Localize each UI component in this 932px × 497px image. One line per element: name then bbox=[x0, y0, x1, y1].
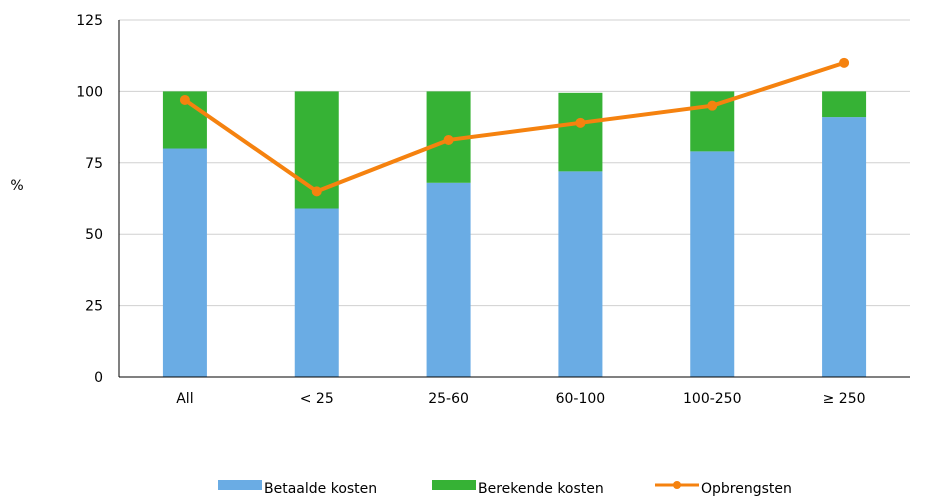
y-axis-label: % bbox=[10, 178, 23, 194]
line-series bbox=[179, 57, 850, 197]
legend-label: Berekende kosten bbox=[478, 481, 604, 497]
y-tick-label: 125 bbox=[76, 13, 103, 29]
bar-betaalde-kosten bbox=[558, 171, 603, 377]
line-point bbox=[311, 186, 322, 197]
y-tick-label: 0 bbox=[94, 370, 103, 386]
bar-betaalde-kosten bbox=[294, 208, 339, 377]
legend-marker bbox=[673, 481, 681, 489]
line-point bbox=[575, 117, 586, 128]
legend: Betaalde kosten Berekende kosten Opbrengst… bbox=[218, 480, 792, 497]
legend-swatch bbox=[218, 480, 262, 490]
x-tick-label: 100-250 bbox=[683, 391, 742, 407]
x-tick-label: < 25 bbox=[300, 391, 334, 407]
line-point bbox=[839, 57, 850, 68]
x-tick-label: 25-60 bbox=[428, 391, 469, 407]
bar-berekende-kosten bbox=[822, 91, 867, 118]
bar-betaalde-kosten bbox=[822, 117, 867, 377]
legend-label: Betaalde kosten bbox=[264, 481, 377, 497]
bar-betaalde-kosten bbox=[426, 182, 471, 377]
y-tick-label: 100 bbox=[76, 84, 103, 100]
legend-swatch bbox=[432, 480, 476, 490]
line-point bbox=[179, 94, 190, 105]
x-tick-label: ≥ 250 bbox=[823, 391, 866, 407]
line-opbrengsten bbox=[183, 60, 845, 194]
y-tick-label: 50 bbox=[85, 227, 103, 243]
x-tick-label: All bbox=[176, 391, 193, 407]
y-tick-labels: 0 25 50 75 100 125 bbox=[76, 13, 103, 386]
bar-betaalde-kosten bbox=[162, 148, 207, 377]
line-point bbox=[443, 134, 454, 145]
axes bbox=[118, 20, 910, 378]
x-tick-label: 60-100 bbox=[556, 391, 606, 407]
bar-betaalde-kosten bbox=[690, 151, 735, 377]
x-tick-labels: All < 25 25-60 60-100 100-250 ≥ 250 bbox=[176, 391, 865, 407]
bar-berekende-kosten bbox=[558, 92, 603, 172]
gridlines bbox=[119, 19, 910, 307]
y-tick-label: 25 bbox=[85, 299, 103, 315]
legend-label: Opbrengsten bbox=[701, 481, 792, 497]
bars bbox=[162, 91, 867, 377]
y-tick-label: 75 bbox=[85, 156, 103, 172]
line-point bbox=[707, 100, 718, 111]
